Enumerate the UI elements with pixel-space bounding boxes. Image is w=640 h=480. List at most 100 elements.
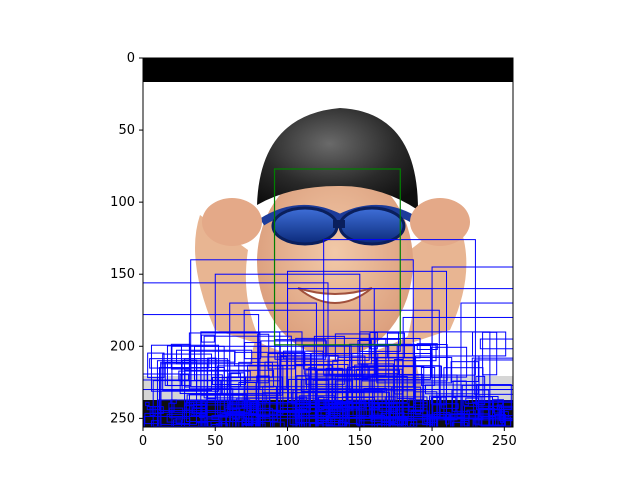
proposal-box (408, 399, 424, 413)
proposal-box (226, 410, 245, 415)
proposal-box (211, 424, 219, 427)
proposal-box (384, 396, 396, 405)
proposal-box (193, 404, 207, 417)
y-tick-label: 50 (118, 123, 135, 138)
proposal-box (376, 423, 383, 427)
face-box (273, 168, 401, 346)
proposal-box (190, 401, 206, 417)
proposal-box (280, 354, 339, 362)
proposal-box (274, 339, 327, 360)
x-tick-label: 150 (347, 434, 372, 449)
proposal-box (152, 380, 221, 427)
proposal-box (359, 416, 372, 422)
proposal-box (232, 417, 238, 423)
proposal-box (328, 408, 344, 421)
proposal-box (149, 406, 156, 416)
proposal-box (247, 364, 333, 412)
proposal-box (466, 409, 476, 415)
proposal-box (473, 359, 513, 395)
proposal-box (413, 391, 438, 427)
x-tick-label: 100 (275, 434, 300, 449)
y-tick-label: 200 (110, 339, 135, 354)
proposal-box (176, 349, 253, 365)
proposal-box (306, 377, 372, 390)
proposal-box (241, 419, 258, 427)
x-tick-label: 200 (420, 434, 445, 449)
proposal-box (289, 411, 299, 426)
proposal-box (269, 421, 285, 427)
proposal-box (352, 401, 367, 417)
proposal-box (299, 398, 305, 413)
proposal-box (473, 417, 480, 425)
proposal-box (337, 356, 415, 407)
y-axis: 0 50 100 150 200 250 (110, 51, 143, 426)
proposal-box (309, 402, 317, 412)
proposal-box (358, 400, 367, 411)
proposal-box (379, 402, 398, 412)
proposal-box (201, 334, 215, 343)
proposal-box (318, 399, 330, 413)
proposal-box (374, 331, 400, 375)
proposal-box (150, 420, 160, 427)
proposal-box (198, 421, 209, 427)
proposal-box (166, 345, 182, 387)
proposal-box (454, 410, 470, 420)
proposal-box (460, 302, 513, 427)
proposal-box (256, 375, 270, 418)
proposal-box (433, 411, 451, 419)
proposal-box (317, 396, 376, 427)
proposal-box (416, 343, 438, 351)
proposal-box (248, 414, 260, 424)
proposal-box (431, 396, 447, 406)
proposal-box (179, 374, 223, 395)
proposal-box (413, 401, 428, 406)
face (257, 167, 413, 357)
proposal-box (308, 414, 324, 427)
proposal-box (441, 403, 459, 409)
proposal-box (184, 402, 190, 410)
proposal-box (332, 402, 338, 417)
proposal-box (170, 399, 177, 404)
proposal-box (287, 270, 448, 427)
x-axis: 0 50 100 150 200 250 (139, 427, 517, 449)
plot-frame (142, 57, 514, 428)
black-top-band (143, 58, 513, 82)
proposal-box (303, 353, 379, 375)
goggles (259, 205, 421, 246)
proposal-box (488, 418, 494, 426)
proposal-box (269, 396, 277, 411)
proposal-box (369, 332, 378, 350)
proposal-box (300, 379, 386, 393)
proposal-box (188, 332, 261, 390)
proposal-box (399, 420, 418, 427)
proposal-box (445, 413, 450, 425)
proposal-box (396, 345, 416, 400)
proposal-box (298, 422, 306, 427)
proposal-box (262, 392, 318, 427)
proposal-box (244, 342, 262, 360)
proposal-box (463, 399, 469, 407)
y-tick-label: 150 (110, 267, 135, 282)
proposal-box (370, 406, 397, 423)
proposal-box (192, 407, 208, 415)
proposal-box (334, 375, 408, 403)
x-tick-label: 0 (139, 434, 147, 449)
proposal-box (221, 380, 281, 394)
proposal-box (305, 369, 345, 385)
proposal-box (473, 401, 491, 415)
proposal-box (166, 413, 184, 423)
proposal-box (230, 372, 246, 408)
proposal-box (487, 405, 502, 417)
proposal-box (147, 352, 165, 379)
proposal-box (211, 414, 220, 421)
proposal-box (361, 344, 448, 382)
photo-image (143, 58, 513, 427)
proposal-box (232, 408, 241, 420)
swim-cap (257, 108, 418, 210)
x-tick-label: 50 (207, 434, 224, 449)
proposal-box (430, 346, 468, 378)
proposal-box (503, 408, 513, 420)
proposal-box (499, 411, 509, 418)
y-tick-label: 250 (110, 411, 135, 426)
